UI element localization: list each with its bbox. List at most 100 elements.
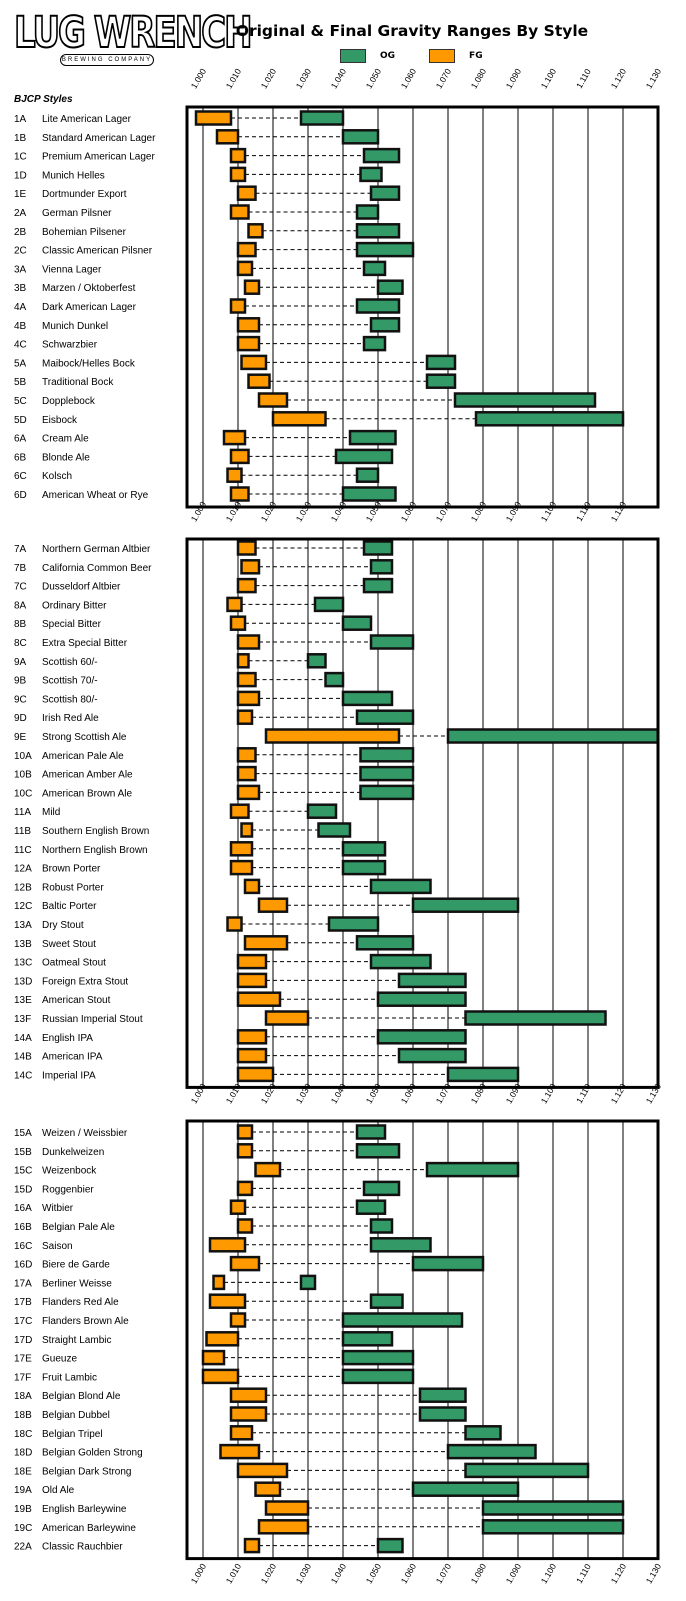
style-code: 17E [14,1354,32,1365]
x-tick-label: 1.020 [259,67,278,91]
style-code: 5A [14,358,27,369]
style-name: Brown Porter [42,864,101,875]
fg-bar [257,1519,310,1535]
x-tick-label: 1.030 [294,1082,313,1106]
fg-bar [236,634,261,650]
fg-bar [254,1161,282,1178]
og-bar [464,1425,502,1441]
x-tick-label: 1.040 [329,1562,348,1586]
fg-bar [219,1443,261,1460]
og-bar [446,1443,537,1460]
fg-bar [229,1199,247,1215]
fg-bar [226,467,243,483]
style-name: Ordinary Bitter [42,600,107,611]
style-name: Vienna Lager [42,264,102,275]
x-tick-label: 1.130 [644,67,663,91]
style-name: American Wheat or Rye [42,490,149,501]
x-tick-label: 1.050 [364,500,383,524]
fg-bar [243,279,261,295]
style-code: 18B [14,1410,32,1421]
style-code: 9E [14,732,27,743]
x-tick-label: 1.130 [644,1082,663,1106]
style-code: 16D [14,1260,32,1271]
fg-bar [264,1010,310,1026]
og-bar [355,241,415,258]
style-code: 16C [14,1241,32,1252]
legend-label-fg: FG [469,51,483,61]
style-name: English Barleywine [42,1504,127,1515]
x-tick-label: 1.050 [364,1082,383,1106]
chart-legend: OG FG [340,48,517,64]
panel-border [185,537,660,1089]
x-tick-label: 1.080 [469,1562,488,1586]
style-code: 5B [14,377,27,388]
style-code: 14A [14,1033,32,1044]
style-code: 14C [14,1070,32,1081]
style-code: 1A [14,114,27,125]
x-tick-label: 1.060 [399,500,418,524]
x-tick-label: 1.050 [364,1562,383,1586]
logo-subtitle: BREWING COMPANY [60,54,154,66]
og-bar [362,540,394,556]
fg-bar [229,166,247,183]
og-bar [369,317,401,333]
og-bar [341,615,373,631]
style-name: Sweet Stout [42,939,96,950]
og-bar [313,596,345,613]
style-name: Northern German Altbier [42,544,151,555]
fg-bar [236,317,261,333]
x-tick-label: 1.120 [609,1562,628,1586]
style-code: 6C [14,471,27,482]
x-tick-label: 1.060 [399,1562,418,1586]
og-bar [355,1143,401,1159]
fg-bar [247,223,264,239]
og-bar [376,279,404,295]
style-code: 17C [14,1316,32,1327]
x-tick-label: 1.030 [294,67,313,91]
style-name: Belgian Dubbel [42,1410,110,1421]
x-tick-label: 1.090 [504,67,523,91]
og-bar [376,1537,404,1554]
fg-bar [236,784,261,801]
x-tick-label: 1.030 [294,1562,313,1586]
style-name: Berliner Weisse [42,1278,112,1289]
x-tick-label: 1.100 [539,67,558,91]
x-tick-label: 1.120 [609,500,628,524]
style-name: Southern English Brown [42,826,149,837]
style-name: Dark American Lager [42,302,137,313]
style-name: Roggenbier [42,1184,94,1195]
fg-bar [271,411,327,427]
style-code: 19B [14,1504,32,1515]
x-tick-label: 1.110 [574,1562,593,1585]
x-tick-label: 1.120 [609,67,628,91]
style-code: 11B [14,826,31,837]
style-code: 5C [14,396,27,407]
style-code: 10C [14,788,32,799]
x-tick-label: 1.080 [469,67,488,91]
style-code: 11A [14,807,31,818]
og-bar [341,690,394,707]
x-tick-label: 1.070 [434,1082,453,1106]
x-tick-label: 1.000 [189,1082,208,1106]
style-code: 6D [14,490,27,501]
x-tick-label: 1.000 [189,1562,208,1586]
fg-bar [257,392,289,408]
og-bar [369,185,401,201]
fg-bar [236,1066,275,1083]
x-tick-label: 1.010 [224,67,243,91]
x-tick-label: 1.120 [609,1082,628,1106]
og-bar [411,897,520,913]
og-bar [418,1387,467,1403]
style-code: 2C [14,246,27,257]
style-name: Scottish 80/- [42,694,98,705]
style-name: Imperial IPA [42,1070,96,1081]
style-name: Biere de Garde [42,1260,110,1271]
og-bar [425,354,457,371]
fg-bar [254,1481,282,1497]
legend-swatch-fg [429,49,456,63]
fg-bar [236,1029,268,1045]
fg-bar [226,916,243,932]
og-bar [355,223,401,239]
style-code: 8A [14,600,27,611]
style-code: 9C [14,694,27,705]
